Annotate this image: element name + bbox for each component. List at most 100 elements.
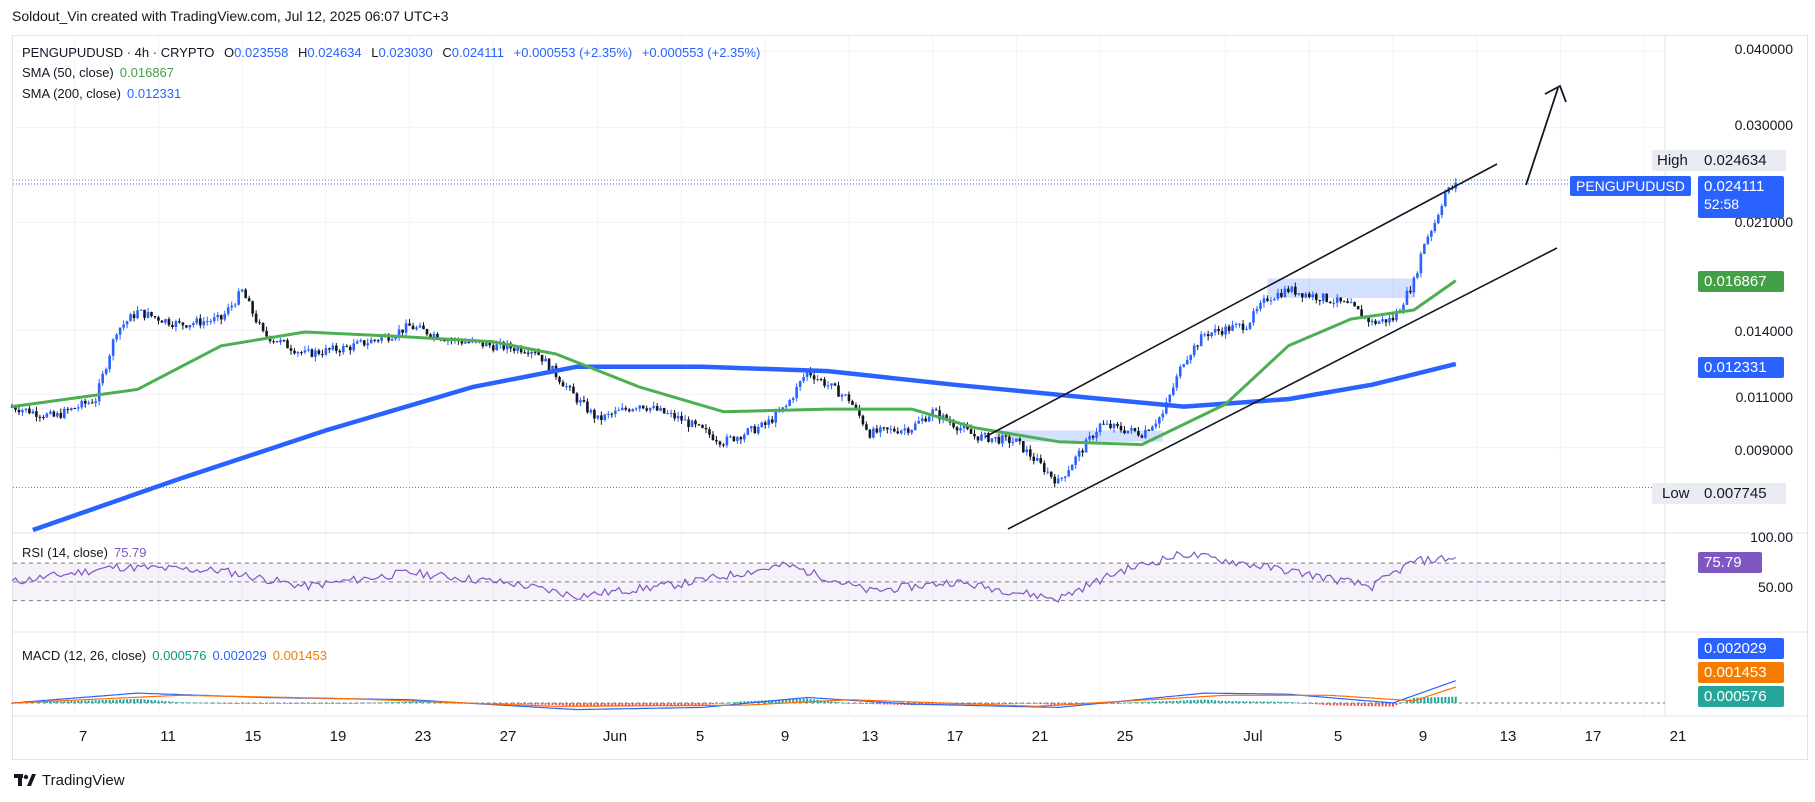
- macd-histogram-bar: [1371, 703, 1374, 707]
- macd-histogram-bar: [1269, 701, 1272, 703]
- candle: [952, 422, 955, 428]
- sma200-legend[interactable]: SMA (200, close) 0.012331: [22, 86, 181, 101]
- candle: [763, 422, 767, 425]
- candle: [1102, 423, 1105, 425]
- candle: [1273, 298, 1276, 301]
- macd-histogram-bar: [736, 701, 739, 703]
- macd-histogram-bar: [1119, 702, 1122, 704]
- candle: [101, 373, 104, 384]
- candle: [1283, 288, 1287, 297]
- candle: [1381, 319, 1384, 322]
- macd-histogram-bar: [694, 703, 697, 706]
- candle: [676, 415, 680, 419]
- macd-histogram-bar: [624, 703, 627, 706]
- rsi-legend[interactable]: RSI (14, close) 75.79: [22, 545, 147, 560]
- candle: [1022, 441, 1025, 453]
- macd-histogram-bar: [997, 703, 1000, 705]
- macd-line-value: 0.002029: [212, 648, 267, 663]
- candle: [1374, 320, 1377, 324]
- macd-histogram-bar: [788, 699, 791, 703]
- macd-histogram-bar: [1388, 703, 1391, 707]
- macd-histogram-bar: [419, 702, 422, 703]
- macd-legend[interactable]: MACD (12, 26, close) 0.000576 0.002029 0.00…: [22, 648, 327, 663]
- macd-histogram-bar: [502, 703, 505, 704]
- candle: [746, 428, 750, 435]
- macd-histogram-bar: [1385, 703, 1388, 707]
- macd-histogram-bar: [1043, 703, 1046, 705]
- macd-histogram-bar: [453, 702, 456, 704]
- macd-histogram-bar: [1294, 702, 1297, 704]
- symbol-price-tag: PENGUPUDUSD: [1570, 176, 1691, 196]
- candle: [906, 428, 910, 433]
- macd-histogram-bar: [541, 703, 544, 705]
- candle: [275, 341, 279, 343]
- macd-histogram-bar: [126, 699, 129, 703]
- macd-histogram-bar: [314, 703, 317, 704]
- macd-histogram-bar: [237, 703, 240, 704]
- candle: [230, 305, 234, 308]
- candle: [715, 439, 718, 442]
- macd-histogram-bar: [854, 703, 857, 704]
- macd-histogram-bar: [781, 699, 784, 703]
- symbol-info[interactable]: PENGUPUDUSD · 4h · CRYPTO: [22, 45, 215, 60]
- macd-histogram-bar: [840, 702, 843, 704]
- macd-histogram-bar: [1224, 701, 1227, 703]
- candle: [1084, 439, 1088, 453]
- candle: [784, 405, 788, 408]
- candle: [317, 350, 321, 354]
- macd-histogram-bar: [1391, 703, 1394, 707]
- macd-histogram-bar: [1287, 701, 1290, 703]
- macd-histogram-bar: [1280, 701, 1283, 703]
- macd-histogram-bar: [607, 703, 610, 707]
- macd-histogram-bar: [582, 703, 585, 707]
- candle: [167, 319, 171, 325]
- candle: [1206, 334, 1210, 337]
- macd-histogram-bar: [562, 703, 564, 706]
- candle: [1262, 298, 1266, 303]
- macd-histogram-bar: [265, 703, 268, 704]
- low-price: 0.007745: [1704, 485, 1767, 502]
- candle: [216, 314, 220, 318]
- candle: [865, 424, 868, 430]
- candle: [1175, 376, 1179, 388]
- candle: [83, 400, 87, 404]
- candle: [816, 379, 819, 381]
- macd-histogram-bar: [1011, 703, 1014, 704]
- candle: [293, 350, 296, 354]
- macd-histogram-bar: [628, 703, 631, 706]
- macd-histogram-bar: [223, 702, 226, 704]
- candle: [1046, 471, 1050, 473]
- macd-histogram-bar: [778, 699, 781, 703]
- macd-histogram-bar: [248, 703, 251, 704]
- candle: [429, 334, 432, 338]
- candle: [1234, 324, 1238, 326]
- candle: [24, 408, 28, 411]
- sma50-price-tag: 0.016867: [1698, 271, 1784, 292]
- candle: [321, 353, 324, 355]
- candle: [938, 410, 941, 420]
- macd-histogram-bar: [1231, 701, 1234, 703]
- candle: [125, 321, 129, 325]
- sma50-legend[interactable]: SMA (50, close) 0.016867: [22, 65, 174, 80]
- candle: [1001, 435, 1004, 444]
- candle: [913, 423, 917, 430]
- open-value: 0.023558: [234, 45, 289, 60]
- candle: [157, 317, 160, 321]
- candle: [519, 347, 523, 353]
- candle: [666, 413, 669, 415]
- candle: [345, 346, 349, 348]
- macd-histogram-bar: [1015, 703, 1018, 704]
- tradingview-logo[interactable]: TradingView: [14, 772, 125, 789]
- time-tick: 25: [1116, 728, 1134, 745]
- price-tick: 0.011000: [1735, 389, 1793, 405]
- candle: [1321, 293, 1325, 302]
- macd-histogram-bar: [1060, 703, 1063, 706]
- candle: [1301, 293, 1304, 298]
- macd-histogram-bar: [1025, 703, 1028, 704]
- low-value: 0.023030: [378, 45, 433, 60]
- candle: [502, 342, 506, 350]
- channel-lower-line: [1007, 247, 1558, 530]
- macd-histogram-bar: [994, 703, 997, 705]
- candle: [1360, 309, 1363, 318]
